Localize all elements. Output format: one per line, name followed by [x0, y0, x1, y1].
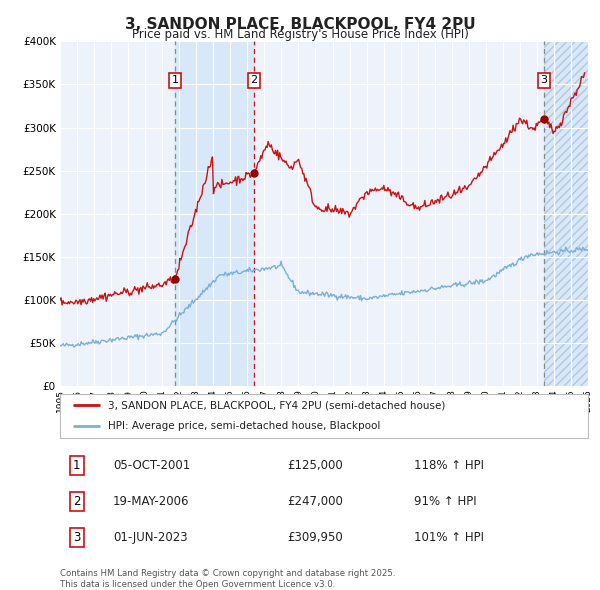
Bar — [544, 41, 588, 386]
Bar — [175, 41, 254, 386]
Text: 118% ↑ HPI: 118% ↑ HPI — [414, 459, 484, 472]
Text: 91% ↑ HPI: 91% ↑ HPI — [414, 495, 476, 508]
Text: 1: 1 — [73, 459, 80, 472]
Text: 2: 2 — [250, 75, 257, 85]
Text: £247,000: £247,000 — [287, 495, 343, 508]
Text: 05-OCT-2001: 05-OCT-2001 — [113, 459, 190, 472]
Text: 19-MAY-2006: 19-MAY-2006 — [113, 495, 190, 508]
Text: 3: 3 — [73, 531, 80, 544]
Text: 3, SANDON PLACE, BLACKPOOL, FY4 2PU: 3, SANDON PLACE, BLACKPOOL, FY4 2PU — [125, 17, 475, 31]
Text: Contains HM Land Registry data © Crown copyright and database right 2025.
This d: Contains HM Land Registry data © Crown c… — [60, 569, 395, 589]
Text: Price paid vs. HM Land Registry's House Price Index (HPI): Price paid vs. HM Land Registry's House … — [131, 28, 469, 41]
Text: 3, SANDON PLACE, BLACKPOOL, FY4 2PU (semi-detached house): 3, SANDON PLACE, BLACKPOOL, FY4 2PU (sem… — [107, 401, 445, 411]
Text: 101% ↑ HPI: 101% ↑ HPI — [414, 531, 484, 544]
Text: £125,000: £125,000 — [287, 459, 343, 472]
Text: £309,950: £309,950 — [287, 531, 343, 544]
Bar — [544, 41, 588, 386]
Text: 01-JUN-2023: 01-JUN-2023 — [113, 531, 187, 544]
Text: 3: 3 — [541, 75, 548, 85]
Text: 2: 2 — [73, 495, 80, 508]
Text: 1: 1 — [172, 75, 179, 85]
Text: HPI: Average price, semi-detached house, Blackpool: HPI: Average price, semi-detached house,… — [107, 421, 380, 431]
